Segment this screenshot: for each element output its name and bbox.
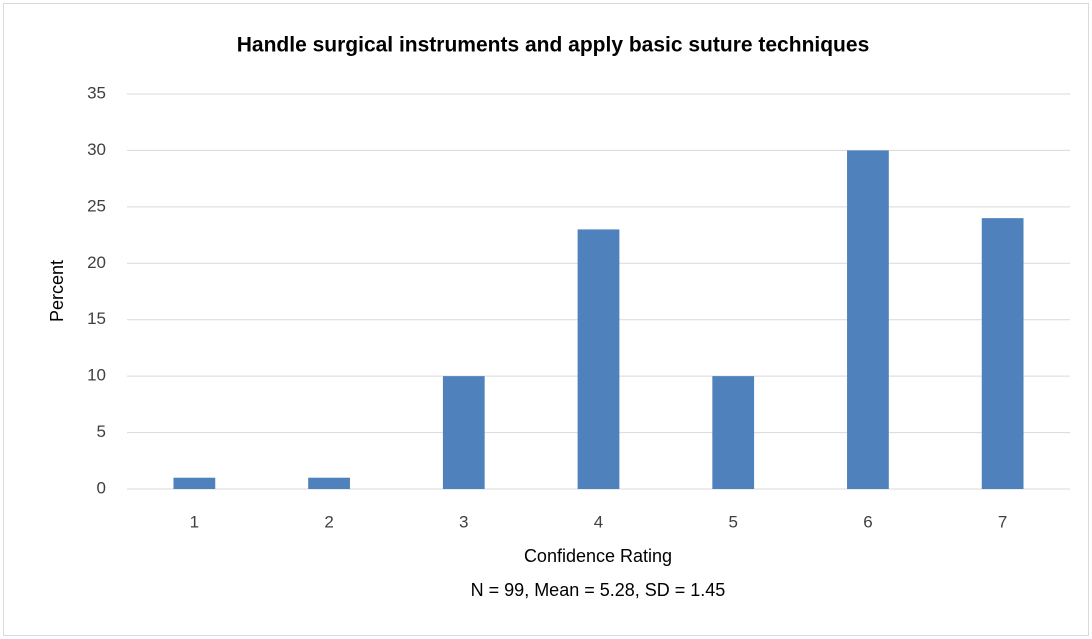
y-tick-label: 20 (87, 253, 106, 272)
bar (173, 477, 216, 489)
bar (308, 477, 350, 489)
y-tick-label: 10 (87, 366, 106, 385)
x-tick-label: 3 (459, 512, 468, 531)
x-tick-label: 5 (728, 512, 737, 531)
y-tick-label: 30 (87, 140, 106, 159)
chart-title: Handle surgical instruments and apply ba… (237, 34, 870, 57)
x-tick-label: 6 (863, 512, 872, 531)
y-tick-label: 25 (87, 196, 106, 215)
y-tick-label: 5 (97, 422, 106, 441)
y-tick-label: 35 (87, 83, 106, 102)
x-axis-title: Confidence Rating (524, 546, 672, 566)
bar (712, 376, 755, 489)
y-tick-label: 15 (87, 309, 106, 328)
y-tick-label: 0 (97, 478, 106, 497)
annotation: N = 99, Mean = 5.28, SD = 1.45 (471, 580, 726, 600)
x-tick-label: 1 (190, 512, 199, 531)
bar (847, 150, 889, 489)
x-tick-label: 7 (998, 512, 1007, 531)
x-tick-label: 2 (324, 512, 333, 531)
bar (442, 376, 485, 489)
y-axis-title: Percent (47, 260, 67, 322)
bar (981, 218, 1024, 489)
bar (577, 229, 620, 489)
x-tick-label: 4 (594, 512, 603, 531)
